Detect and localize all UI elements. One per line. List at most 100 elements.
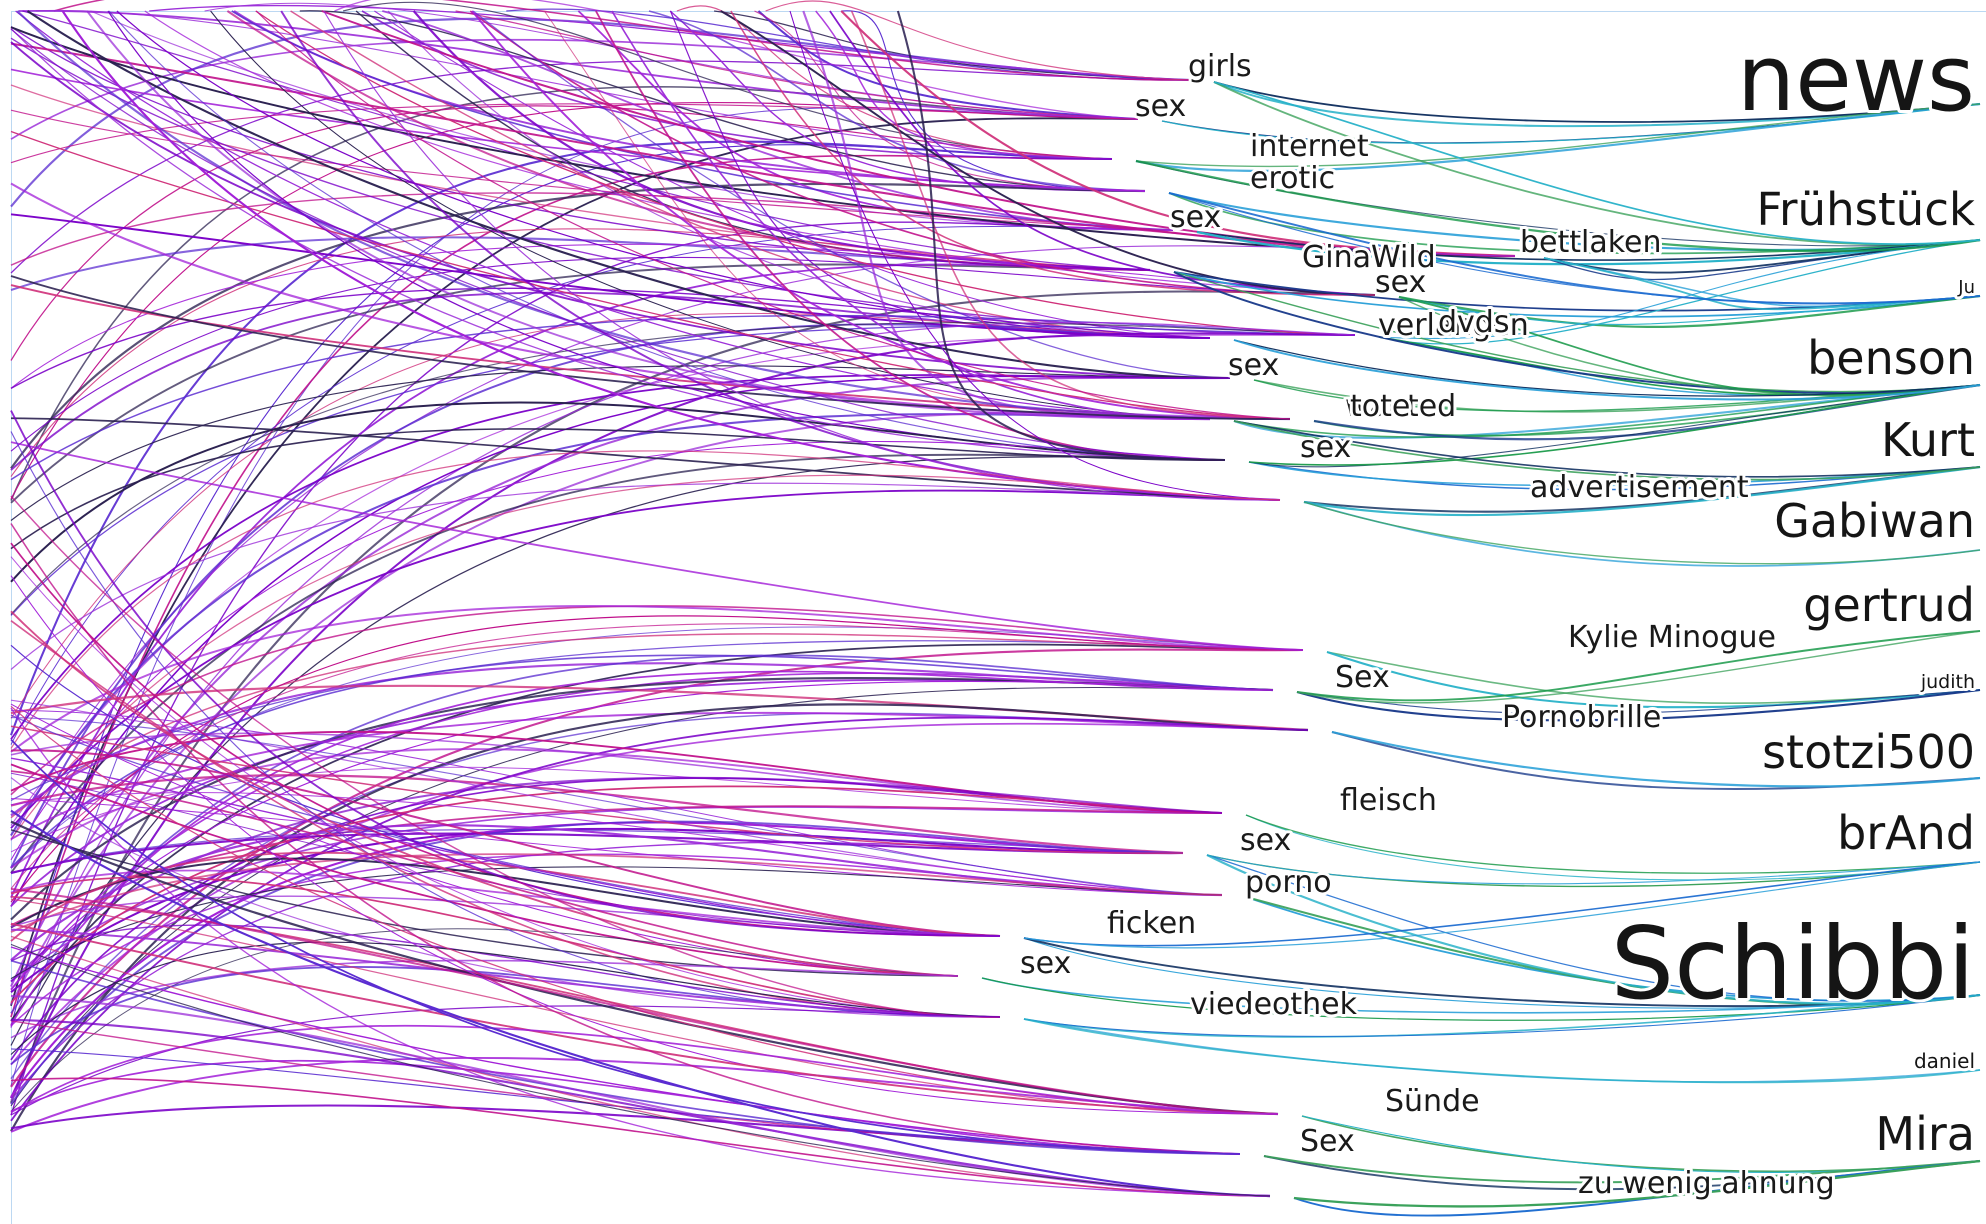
term-label[interactable]: internet [1250, 129, 1369, 164]
term-label[interactable]: ficken [1107, 906, 1196, 941]
user-label[interactable]: brAnd [1837, 806, 1975, 860]
incoming-edge [10, 654, 1274, 1014]
user-label[interactable]: Gabiwan [1774, 494, 1975, 548]
term-label[interactable]: advertisement [1530, 470, 1749, 505]
user-label[interactable]: Schibbi [1611, 905, 1975, 1022]
term-label-halo: verlangen [1378, 308, 1529, 343]
incoming-edge [10, 26, 1151, 271]
incoming-edge [15, 10, 1211, 420]
term-user-edge [1543, 257, 1981, 311]
term-label-halo: Sünde [1385, 1084, 1480, 1119]
term-label[interactable]: sex [1375, 265, 1426, 300]
term-user-edge [1173, 271, 1981, 318]
term-label[interactable]: sex [1300, 430, 1351, 465]
incoming-edge [10, 325, 1356, 616]
user-label[interactable]: Mira [1875, 1107, 1975, 1161]
user-label[interactable]: gertrud [1803, 578, 1975, 632]
incoming-edge [61, 10, 1281, 502]
term-label[interactable]: zu wenig ahnung [1578, 1166, 1835, 1201]
term-label[interactable]: sex [1135, 89, 1186, 124]
user-label[interactable]: Kurt [1881, 413, 1975, 467]
incoming-edge [10, 322, 1356, 615]
term-label-halo: sex [1240, 823, 1291, 858]
term-label[interactable]: sex [1170, 200, 1221, 235]
term-user-edge [1023, 861, 1981, 947]
term-label-halo: Kylie Minogue [1568, 620, 1776, 655]
incoming-edge [648, 10, 1146, 192]
term-user-edge [1398, 296, 1981, 396]
incoming-edge [10, 130, 1291, 420]
term-user-edge [1023, 1018, 1981, 1083]
term-label[interactable]: verlangen [1378, 308, 1529, 343]
term-label[interactable]: GinaWild [1302, 240, 1436, 275]
term-label-halo: fleisch [1340, 783, 1437, 818]
incoming-edge [10, 605, 1304, 753]
term-label[interactable]: dvds [1438, 305, 1509, 340]
term-label-halo: bettlaken [1520, 225, 1662, 260]
term-user-edge [1135, 159, 1981, 253]
user-label[interactable]: Frühstück [1756, 183, 1975, 236]
user-label[interactable]: daniel [1914, 1049, 1975, 1073]
user-label[interactable]: stotzi500 [1762, 725, 1975, 779]
term-label[interactable]: wanted [1345, 389, 1456, 424]
term-label[interactable]: girls [1188, 49, 1252, 84]
user-label[interactable]: news [1737, 25, 1975, 132]
incoming-edge [10, 935, 1271, 1197]
term-label[interactable]: Sex [1335, 660, 1390, 695]
term-label[interactable]: erotic [1250, 161, 1335, 196]
term-label[interactable]: tote [1350, 389, 1410, 424]
user-label[interactable]: benson [1807, 331, 1975, 385]
term-label[interactable]: bettlaken [1520, 225, 1662, 260]
user-label-halo: Kurt [1881, 413, 1975, 467]
incoming-edge [10, 482, 1281, 670]
incoming-edge [455, 10, 1139, 120]
user-label[interactable]: Ju [1957, 277, 1975, 298]
term-user-edge [1233, 420, 1981, 481]
user-label-halo: judith [1920, 671, 1975, 693]
incoming-edge [10, 866, 1223, 980]
chart-frame [11, 11, 1986, 1224]
term-label[interactable]: Kylie Minogue [1568, 620, 1776, 655]
term-user-edge [981, 977, 1981, 1021]
incoming-edge [10, 738, 1241, 1155]
incoming-edge [10, 28, 1226, 461]
term-label-halo: sex [1020, 946, 1071, 981]
term-label-halo: sex [1375, 265, 1426, 300]
term-label[interactable]: sex [1228, 348, 1279, 383]
incoming-edge [10, 626, 1304, 869]
incoming-edge [10, 610, 959, 977]
incoming-edge [107, 10, 1226, 461]
incoming-edge [472, 10, 1231, 379]
incoming-edge [86, 10, 1211, 420]
user-label[interactable]: judith [1920, 671, 1975, 693]
term-user-edge [1398, 294, 1981, 328]
term-label-halo: zu wenig ahnung [1578, 1166, 1835, 1201]
incoming-edge [10, 709, 1223, 896]
term-user-edge [1206, 854, 1981, 1005]
term-label[interactable]: porno [1245, 865, 1332, 900]
incoming-edge [757, 10, 1139, 120]
incoming-edge [10, 763, 959, 977]
term-label[interactable]: fleisch [1340, 783, 1437, 818]
term-label-halo: sex [1135, 89, 1186, 124]
incoming-edge [896, 10, 1226, 462]
term-user-edge [1296, 689, 1981, 715]
incoming-edge [720, 10, 1376, 296]
incoming-edge [10, 60, 1191, 274]
term-label[interactable]: Sex [1300, 1124, 1355, 1159]
term-label-halo: porno [1245, 865, 1332, 900]
user-label-halo: gertrud [1803, 578, 1975, 632]
incoming-edge [10, 213, 1211, 339]
term-label[interactable]: Pornobrille [1502, 700, 1661, 735]
incoming-edge [35, 9, 1113, 160]
term-label[interactable]: sex [1240, 823, 1291, 858]
incoming-edge [10, 777, 1001, 1018]
term-label[interactable]: sex [1020, 946, 1071, 981]
incoming-edge [850, 10, 1291, 420]
incoming-edge [10, 441, 1304, 651]
incoming-edge [10, 643, 1304, 1022]
incoming-edge [382, 10, 1174, 231]
term-label-halo: sex [1300, 430, 1351, 465]
term-label[interactable]: Sünde [1385, 1084, 1480, 1119]
term-label[interactable]: viedeothek [1190, 987, 1358, 1022]
